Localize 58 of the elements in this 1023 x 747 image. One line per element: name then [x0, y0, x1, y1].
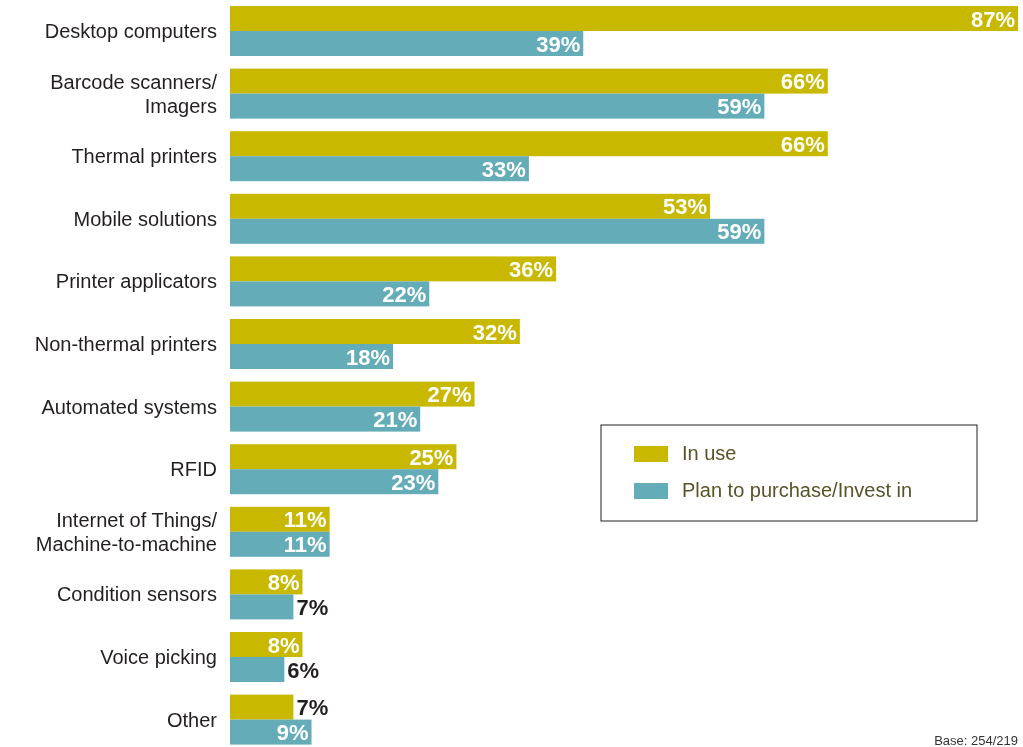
data-label: 27%: [427, 382, 472, 408]
bar: [230, 594, 294, 620]
bar: [230, 469, 439, 495]
bar: [230, 694, 294, 720]
y-tick-label: Voice picking: [100, 646, 217, 668]
data-label: 32%: [472, 319, 517, 345]
data-label: 9%: [276, 720, 309, 746]
y-tick-label: Barcode scanners/ Imagers: [50, 70, 218, 117]
y-tick-label: Desktop computers: [44, 20, 217, 42]
data-label: 23%: [391, 469, 436, 495]
data-label: 59%: [717, 219, 762, 245]
bar: [230, 657, 285, 682]
data-label: 7%: [296, 594, 329, 620]
data-label: 18%: [345, 344, 391, 370]
bar: [230, 406, 421, 432]
data-label: 8%: [267, 569, 300, 595]
data-label: 36%: [509, 256, 554, 282]
bar: [230, 218, 765, 244]
y-tick-label: Mobile solutions: [73, 207, 217, 230]
bar: [230, 31, 584, 56]
legend-label: Plan to purchase/Invest in: [682, 479, 913, 501]
bar: [230, 156, 529, 182]
data-label: 8%: [267, 632, 300, 658]
y-tick-label: Automated systems: [41, 395, 217, 418]
legend-label: In use: [682, 442, 737, 464]
y-tick-label: RFID: [170, 458, 217, 481]
bar: [230, 256, 557, 282]
data-label: 53%: [663, 194, 708, 220]
y-tick-label: Condition sensors: [56, 583, 217, 606]
data-label: 25%: [409, 444, 454, 470]
bar: [230, 6, 1018, 31]
data-label: 66%: [780, 69, 825, 95]
bar: [230, 319, 520, 344]
bar: [230, 68, 828, 94]
data-label: 22%: [382, 281, 427, 307]
y-tick-label: Thermal printers: [71, 145, 217, 168]
data-label: 11%: [283, 507, 327, 533]
data-label: 66%: [780, 131, 825, 157]
bar: [230, 381, 475, 407]
annotation: Base: 254/219: [934, 733, 1018, 747]
y-tick-label: Non-thermal printers: [34, 333, 217, 355]
data-label: 87%: [970, 6, 1015, 32]
data-label: 21%: [373, 407, 418, 433]
y-tick-label: Printer applicators: [55, 270, 217, 293]
y-tick-label: Other: [166, 708, 218, 731]
bar: [230, 444, 457, 470]
bar: [230, 281, 430, 307]
y-tick-label: Internet of Things/ Machine-to-machine: [35, 508, 218, 555]
data-label: 39%: [536, 31, 581, 57]
data-label: 11%: [283, 532, 327, 558]
bar: [230, 193, 711, 219]
bar: [230, 93, 765, 119]
bar: [230, 344, 394, 369]
data-label: 7%: [296, 695, 329, 721]
data-label: 59%: [717, 94, 762, 120]
data-label: 6%: [287, 657, 320, 683]
data-label: 33%: [481, 156, 526, 182]
bar: [230, 131, 828, 157]
